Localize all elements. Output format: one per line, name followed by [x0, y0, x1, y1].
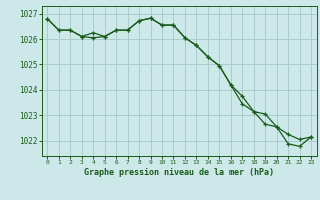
X-axis label: Graphe pression niveau de la mer (hPa): Graphe pression niveau de la mer (hPa) — [84, 168, 274, 177]
